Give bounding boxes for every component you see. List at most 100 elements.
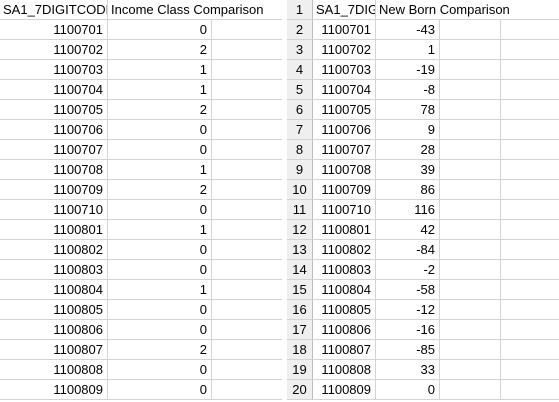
empty-cell[interactable] <box>440 100 501 120</box>
empty-cell[interactable] <box>212 380 282 400</box>
row-number[interactable]: 4 <box>287 60 313 80</box>
empty-cell[interactable] <box>501 60 559 80</box>
row-number[interactable]: 10 <box>287 180 313 200</box>
empty-cell[interactable] <box>212 180 282 200</box>
empty-cell[interactable] <box>440 360 501 380</box>
sa1-code-cell[interactable]: 1100805 <box>0 300 108 320</box>
sa1-code-cell[interactable]: 1100803 <box>313 260 376 280</box>
row-number[interactable]: 6 <box>287 100 313 120</box>
new-born-cell[interactable]: -12 <box>376 300 440 320</box>
sa1-code-cell[interactable]: 1100808 <box>0 360 108 380</box>
income-class-cell[interactable]: 2 <box>108 340 212 360</box>
income-class-cell[interactable]: 2 <box>108 180 212 200</box>
sa1-code-cell[interactable]: 1100706 <box>313 120 376 140</box>
row-number[interactable]: 18 <box>287 340 313 360</box>
empty-cell[interactable] <box>440 20 501 40</box>
income-class-cell[interactable]: 1 <box>108 160 212 180</box>
row-number[interactable]: 8 <box>287 140 313 160</box>
empty-cell[interactable] <box>501 340 559 360</box>
row-number[interactable]: 2 <box>287 20 313 40</box>
income-class-cell[interactable]: 0 <box>108 200 212 220</box>
empty-cell[interactable] <box>440 240 501 260</box>
row-number[interactable]: 14 <box>287 260 313 280</box>
empty-cell[interactable] <box>501 80 559 100</box>
empty-cell[interactable] <box>212 60 282 80</box>
row-number[interactable]: 11 <box>287 200 313 220</box>
income-class-cell[interactable]: 0 <box>108 320 212 340</box>
new-born-cell[interactable]: 9 <box>376 120 440 140</box>
new-born-cell[interactable]: -8 <box>376 80 440 100</box>
row-number[interactable]: 3 <box>287 40 313 60</box>
column-header-new-born[interactable]: New Born Comparison <box>376 0 559 20</box>
new-born-cell[interactable]: 33 <box>376 360 440 380</box>
sa1-code-cell[interactable]: 1100802 <box>0 240 108 260</box>
empty-cell[interactable] <box>440 40 501 60</box>
empty-cell[interactable] <box>440 380 501 400</box>
sa1-code-cell[interactable]: 1100707 <box>0 140 108 160</box>
row-number[interactable]: 12 <box>287 220 313 240</box>
income-class-cell[interactable]: 0 <box>108 20 212 40</box>
empty-cell[interactable] <box>440 220 501 240</box>
sa1-code-cell[interactable]: 1100701 <box>0 20 108 40</box>
empty-cell[interactable] <box>501 160 559 180</box>
empty-cell[interactable] <box>501 260 559 280</box>
empty-cell[interactable] <box>501 180 559 200</box>
empty-cell[interactable] <box>501 280 559 300</box>
income-class-cell[interactable]: 0 <box>108 380 212 400</box>
new-born-cell[interactable]: 86 <box>376 180 440 200</box>
income-class-cell[interactable]: 2 <box>108 40 212 60</box>
sa1-code-cell[interactable]: 1100701 <box>313 20 376 40</box>
income-class-cell[interactable]: 2 <box>108 100 212 120</box>
new-born-cell[interactable]: 39 <box>376 160 440 180</box>
sa1-code-cell[interactable]: 1100703 <box>0 60 108 80</box>
income-class-cell[interactable]: 0 <box>108 140 212 160</box>
new-born-cell[interactable]: 28 <box>376 140 440 160</box>
empty-cell[interactable] <box>212 280 282 300</box>
income-class-cell[interactable]: 0 <box>108 300 212 320</box>
empty-cell[interactable] <box>501 100 559 120</box>
sa1-code-cell[interactable]: 1100809 <box>313 380 376 400</box>
empty-cell[interactable] <box>440 260 501 280</box>
sa1-code-cell[interactable]: 1100709 <box>0 180 108 200</box>
column-header-income-class[interactable]: Income Class Comparison <box>108 0 282 20</box>
income-class-cell[interactable]: 1 <box>108 80 212 100</box>
empty-cell[interactable] <box>440 200 501 220</box>
empty-cell[interactable] <box>212 200 282 220</box>
empty-cell[interactable] <box>440 320 501 340</box>
row-number[interactable]: 17 <box>287 320 313 340</box>
sa1-code-cell[interactable]: 1100708 <box>0 160 108 180</box>
income-class-cell[interactable]: 0 <box>108 120 212 140</box>
empty-cell[interactable] <box>501 360 559 380</box>
row-number[interactable]: 13 <box>287 240 313 260</box>
new-born-cell[interactable]: -16 <box>376 320 440 340</box>
sa1-code-cell[interactable]: 1100702 <box>313 40 376 60</box>
new-born-cell[interactable]: 78 <box>376 100 440 120</box>
empty-cell[interactable] <box>440 80 501 100</box>
empty-cell[interactable] <box>212 120 282 140</box>
empty-cell[interactable] <box>212 80 282 100</box>
sa1-code-cell[interactable]: 1100807 <box>0 340 108 360</box>
new-born-cell[interactable]: -43 <box>376 20 440 40</box>
sa1-code-cell[interactable]: 1100705 <box>0 100 108 120</box>
sa1-code-cell[interactable]: 1100709 <box>313 180 376 200</box>
empty-cell[interactable] <box>212 140 282 160</box>
sa1-code-cell[interactable]: 1100804 <box>313 280 376 300</box>
sa1-code-cell[interactable]: 1100806 <box>0 320 108 340</box>
income-class-cell[interactable]: 1 <box>108 220 212 240</box>
sa1-code-cell[interactable]: 1100808 <box>313 360 376 380</box>
empty-cell[interactable] <box>501 140 559 160</box>
sa1-code-cell[interactable]: 1100708 <box>313 160 376 180</box>
sa1-code-cell[interactable]: 1100806 <box>313 320 376 340</box>
sa1-code-cell[interactable]: 1100805 <box>313 300 376 320</box>
sa1-code-cell[interactable]: 1100702 <box>0 40 108 60</box>
sa1-code-cell[interactable]: 1100801 <box>313 220 376 240</box>
empty-cell[interactable] <box>501 120 559 140</box>
new-born-cell[interactable]: -19 <box>376 60 440 80</box>
row-number[interactable]: 19 <box>287 360 313 380</box>
empty-cell[interactable] <box>440 180 501 200</box>
row-number[interactable]: 7 <box>287 120 313 140</box>
empty-cell[interactable] <box>212 160 282 180</box>
empty-cell[interactable] <box>212 300 282 320</box>
sa1-code-cell[interactable]: 1100809 <box>0 380 108 400</box>
row-number[interactable]: 16 <box>287 300 313 320</box>
